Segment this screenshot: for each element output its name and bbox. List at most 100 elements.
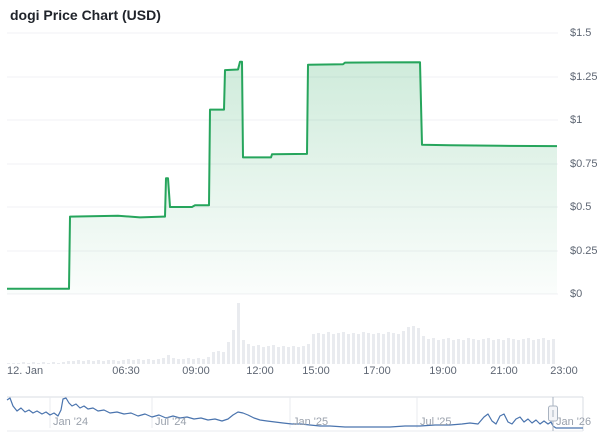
navigator-axis-label: Jan '26 <box>556 416 592 428</box>
volume-bar <box>57 363 60 364</box>
volume-bar <box>522 339 525 364</box>
volume-bar <box>292 346 295 364</box>
x-axis-label: 12:00 <box>246 365 274 377</box>
volume-bar <box>372 334 375 364</box>
volume-bar <box>377 333 380 364</box>
volume-bar <box>267 346 270 364</box>
volume-bar <box>12 363 15 364</box>
volume-bar <box>262 347 265 364</box>
volume-bar <box>402 331 405 364</box>
y-axis-label: $0.75 <box>570 158 598 170</box>
volume-bar <box>47 363 50 364</box>
volume-bar <box>107 360 110 364</box>
volume-bar <box>342 332 345 364</box>
x-axis-label: 23:00 <box>550 365 578 377</box>
volume-bar <box>77 360 80 364</box>
navigator-axis-label: Jul '25 <box>420 416 452 428</box>
x-axis-label: 09:00 <box>182 365 210 377</box>
volume-bar <box>157 359 160 364</box>
x-axis-label: 12. Jan <box>7 365 44 377</box>
volume-bar <box>332 334 335 364</box>
volume-bar <box>447 338 450 364</box>
volume-bar <box>212 352 215 364</box>
volume-bar <box>142 360 145 364</box>
volume-bar <box>37 363 40 364</box>
volume-bar <box>327 332 330 364</box>
y-axis-label: $1 <box>570 114 583 126</box>
volume-bar <box>242 340 245 364</box>
chart-title: dogi Price Chart (USD) <box>10 7 161 23</box>
volume-bar <box>112 360 115 364</box>
volume-bar <box>282 346 285 364</box>
volume-bar <box>357 334 360 364</box>
volume-bar <box>322 334 325 364</box>
y-axis-label: $0.5 <box>570 201 592 213</box>
volume-bar <box>172 358 175 364</box>
volume-bar <box>127 359 130 364</box>
volume-bar <box>232 330 235 364</box>
volume-bar <box>437 340 440 364</box>
volume-bar <box>537 339 540 364</box>
y-axis-label: $0.25 <box>570 245 598 257</box>
volume-bar <box>337 333 340 364</box>
volume-bar <box>167 355 170 364</box>
volume-bar <box>132 360 135 364</box>
volume-bar <box>222 352 225 364</box>
volume-bar <box>532 340 535 364</box>
volume-bar <box>187 358 190 364</box>
volume-bar <box>407 327 410 364</box>
volume-bar <box>387 332 390 364</box>
price-line <box>7 60 558 290</box>
volume-bar <box>117 361 120 364</box>
volume-bar <box>312 334 315 364</box>
volume-bar <box>427 339 430 364</box>
volume-bar <box>497 339 500 364</box>
volume-bar <box>257 345 260 364</box>
x-axis-label: 06:30 <box>112 365 140 377</box>
y-axis-label: $1.5 <box>570 27 592 39</box>
y-axis-label: $1.25 <box>570 71 598 83</box>
volume-bar <box>482 339 485 364</box>
volume-bar <box>517 340 520 364</box>
volume-bar <box>547 340 550 364</box>
volume-bar <box>472 339 475 364</box>
volume-bar <box>462 340 465 364</box>
volume-bar <box>17 363 20 364</box>
volume-bar <box>122 360 125 364</box>
volume-bar <box>252 346 255 364</box>
volume-bar <box>552 339 555 364</box>
volume-bar <box>317 333 320 364</box>
volume-bar <box>162 358 165 364</box>
volume-bar <box>52 362 55 364</box>
volume-bar <box>217 351 220 364</box>
volume-bar <box>302 346 305 364</box>
volume-bar <box>42 362 45 364</box>
volume-bar <box>297 347 300 364</box>
volume-bar <box>347 334 350 364</box>
volume-bar <box>62 362 65 364</box>
volume-bar <box>137 359 140 364</box>
x-axis-label: 19:00 <box>429 365 457 377</box>
volume-bar <box>197 358 200 364</box>
volume-bar <box>367 333 370 364</box>
volume-bar <box>7 363 10 364</box>
volume-bar <box>272 345 275 364</box>
volume-bar <box>492 340 495 364</box>
volume-bar <box>152 360 155 364</box>
volume-bar <box>277 347 280 364</box>
navigator-series-line <box>6 397 583 429</box>
volume-bar <box>237 303 240 364</box>
volume-bar <box>527 338 530 364</box>
volume-bar <box>382 334 385 364</box>
volume-bar <box>307 344 310 364</box>
price-area <box>7 61 557 295</box>
volume-bar <box>457 339 460 364</box>
volume-bar <box>422 336 425 364</box>
volume-bar <box>247 344 250 364</box>
volume-bar <box>27 363 30 364</box>
volume-bar <box>97 360 100 364</box>
volume-bar <box>192 359 195 364</box>
volume-bar <box>227 342 230 364</box>
